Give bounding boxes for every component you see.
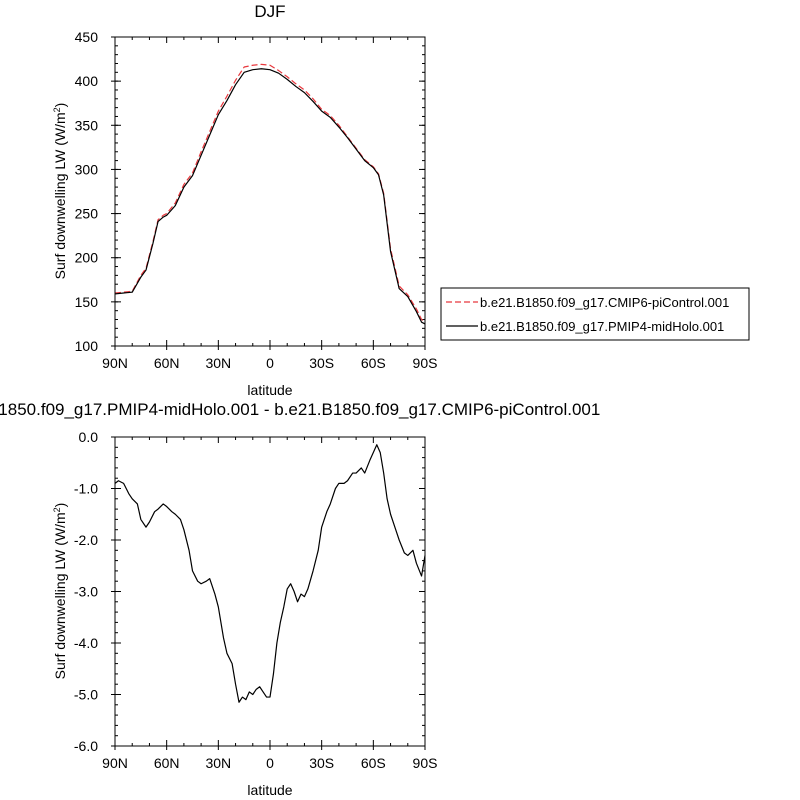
top-x-tick-label: 90N [102, 355, 128, 371]
top-series-line-1 [114, 68, 426, 325]
bottom-y-tick-label: -3.0 [74, 584, 98, 600]
bottom-axis-ticks [111, 436, 426, 750]
bottom-plot-frame [114, 436, 426, 747]
bottom-y-axis-label-sup: 2 [52, 507, 62, 512]
legend-box [440, 287, 750, 341]
bottom-x-axis-label: latitude [247, 782, 292, 798]
top-y-tick-label: 200 [75, 250, 99, 266]
top-x-axis-label: latitude [247, 382, 292, 398]
top-y-tick-label: 450 [75, 29, 99, 45]
bottom-chart-panel: b.e21.B1850.f09_g17.PMIP4-midHolo.001 - … [0, 400, 600, 798]
top-y-axis-label-close: ) [52, 103, 68, 108]
top-x-tick-label: 90S [413, 355, 438, 371]
bottom-series-line-0 [114, 444, 426, 703]
top-y-axis-label: Surf downwelling LW (W/m2) [52, 103, 68, 280]
top-y-axis-label-main: Surf downwelling LW (W/m [52, 112, 68, 279]
bottom-y-tick-label: 0.0 [79, 429, 99, 445]
bottom-y-axis-label-close: ) [52, 503, 68, 508]
bottom-x-tick-label: 90N [102, 755, 128, 771]
top-chart-panel: DJF 90N 60N 30N 0 30S 60S 90S 100 150 200 250 300 3… [52, 2, 750, 398]
top-x-tick-label: 60S [361, 355, 386, 371]
top-y-tick-labels: 100 150 200 250 300 350 400 450 [75, 29, 99, 354]
top-plot-frame [114, 36, 426, 347]
bottom-chart-title: b.e21.B1850.f09_g17.PMIP4-midHolo.001 - … [0, 400, 600, 419]
top-chart-title: DJF [254, 2, 285, 21]
bottom-y-tick-label: -5.0 [74, 687, 98, 703]
legend: b.e21.B1850.f09_g17.CMIP6-piControl.001 … [440, 287, 750, 341]
bottom-x-tick-label: 60S [361, 755, 386, 771]
top-y-tick-label: 400 [75, 73, 99, 89]
bottom-y-tick-label: -1.0 [74, 481, 98, 497]
bottom-x-tick-label: 0 [266, 755, 274, 771]
top-x-tick-label: 60N [154, 355, 180, 371]
bottom-y-tick-label: -2.0 [74, 532, 98, 548]
bottom-x-tick-label: 30S [309, 755, 334, 771]
bottom-x-tick-label: 30N [205, 755, 231, 771]
top-series-line-0 [114, 63, 426, 322]
top-x-tick-label: 0 [266, 355, 274, 371]
legend-label-picontrol: b.e21.B1850.f09_g17.CMIP6-piControl.001 [480, 295, 729, 310]
top-axis-ticks [111, 36, 426, 350]
top-y-tick-label: 300 [75, 161, 99, 177]
legend-label-midholo: b.e21.B1850.f09_g17.PMIP4-midHolo.001 [480, 319, 724, 334]
top-x-tick-label: 30S [309, 355, 334, 371]
top-y-tick-label: 150 [75, 294, 99, 310]
top-x-tick-labels: 90N 60N 30N 0 30S 60S 90S [102, 355, 437, 371]
top-y-tick-label: 350 [75, 117, 99, 133]
bottom-y-axis-label: Surf downwelling LW (W/m2) [52, 503, 68, 680]
top-x-tick-label: 30N [205, 355, 231, 371]
bottom-y-axis-label-main: Surf downwelling LW (W/m [52, 512, 68, 679]
bottom-y-tick-label: -4.0 [74, 635, 98, 651]
bottom-x-tick-labels: 90N 60N 30N 0 30S 60S 90S [102, 755, 437, 771]
top-y-tick-label: 100 [75, 338, 99, 354]
top-y-tick-label: 250 [75, 206, 99, 222]
bottom-x-tick-label: 90S [413, 755, 438, 771]
bottom-series-group [114, 444, 426, 703]
bottom-x-tick-label: 60N [154, 755, 180, 771]
bottom-y-tick-label: -6.0 [74, 738, 98, 754]
top-y-axis-label-sup: 2 [52, 107, 62, 112]
bottom-y-tick-labels: 0.0 -1.0 -2.0 -3.0 -4.0 -5.0 -6.0 [74, 429, 98, 754]
top-series-group [114, 63, 426, 325]
